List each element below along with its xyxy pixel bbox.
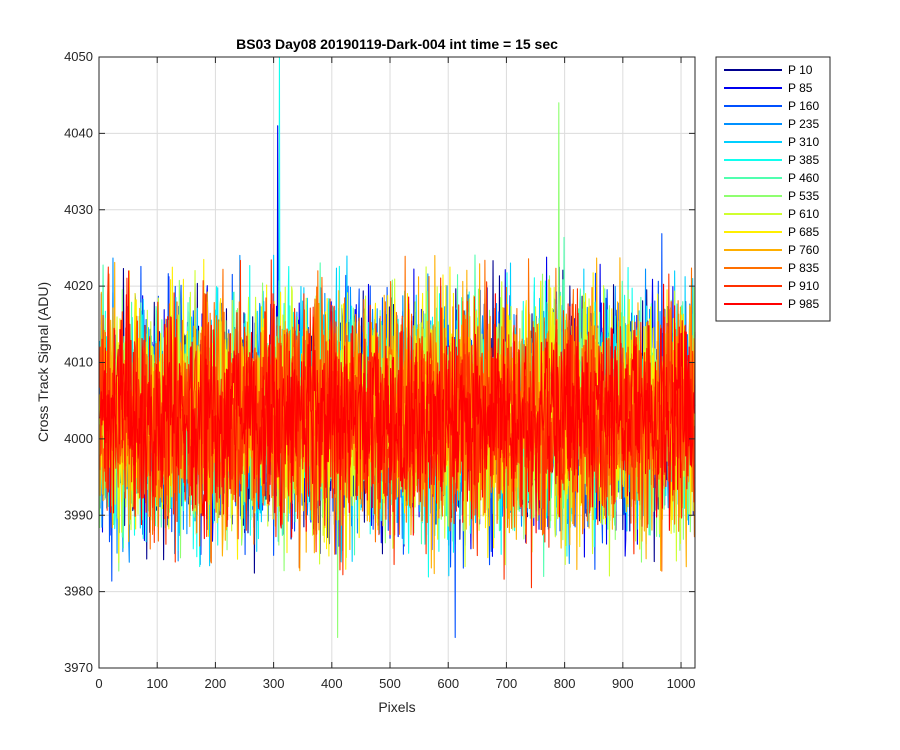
series-line-p985 [99,270,696,540]
series-group [99,56,696,639]
legend-entry-label: P 835 [788,261,819,275]
y-tick-label: 4050 [64,49,93,64]
axis-ticks: 0 100 200 300 400 500 600 700 800 900 1000 3970 3980… [64,49,695,691]
legend-entry-label: P 610 [788,207,819,221]
x-tick-label: 100 [146,676,168,691]
x-tick-label: 700 [496,676,518,691]
y-tick-label: 3990 [64,507,93,522]
legend-entry-label: P 160 [788,99,819,113]
x-tick-label: 600 [437,676,459,691]
x-tick-label: 0 [95,676,102,691]
x-tick-label: 800 [554,676,576,691]
y-tick-label: 3970 [64,660,93,675]
x-tick-label: 300 [263,676,285,691]
legend-box [715,56,831,322]
y-tick-label: 4020 [64,278,93,293]
legend-entry-label: P 235 [788,117,819,131]
y-tick-label: 3980 [64,584,93,599]
y-axis-label: Cross Track Signal (ADU) [35,282,51,442]
x-tick-label: 900 [612,676,634,691]
x-tick-label: 1000 [667,676,696,691]
y-tick-label: 4030 [64,202,93,217]
x-axis-label: Pixels [378,699,415,715]
x-tick-label: 200 [205,676,227,691]
legend-entry-label: P 310 [788,135,819,149]
x-tick-label: 500 [379,676,401,691]
legend-entry-label: P 985 [788,297,819,311]
legend-entry-label: P 460 [788,171,819,185]
legend-entry-label: P 10 [788,63,813,77]
y-tick-label: 4040 [64,125,93,140]
x-tick-label: 400 [321,676,343,691]
chart-title: BS03 Day08 20190119-Dark-004 int time = … [236,36,558,52]
legend-entry-label: P 85 [788,81,813,95]
legend: P 10 P 85 P 160 P 235 P 310 P 385 P 460 P 535 P … [715,56,831,322]
series-line-p910 [99,259,696,589]
legend-entry-label: P 685 [788,225,819,239]
legend-entry-label: P 535 [788,189,819,203]
legend-entry-label: P 760 [788,243,819,257]
y-tick-label: 4000 [64,431,93,446]
legend-entry-label: P 385 [788,153,819,167]
legend-entry-label: P 910 [788,279,819,293]
y-tick-label: 4010 [64,355,93,370]
